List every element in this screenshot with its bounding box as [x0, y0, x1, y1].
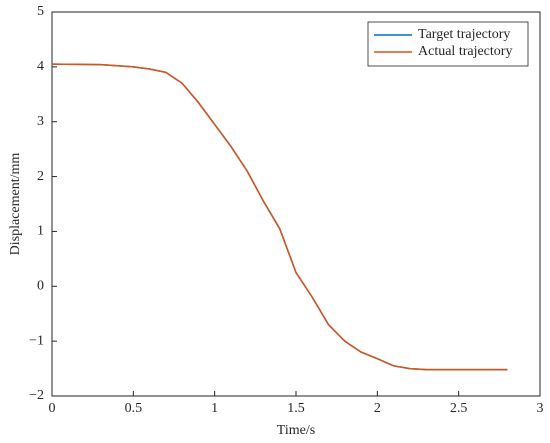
y-tick-label: −2	[29, 388, 44, 403]
y-tick-label: 1	[37, 224, 44, 239]
x-tick-label: 3	[537, 401, 544, 416]
legend-label: Actual trajectory	[418, 44, 512, 59]
y-axis-label: Displacement/mm	[8, 153, 23, 256]
y-tick-label: 4	[37, 59, 44, 74]
x-tick-label: 0	[49, 401, 56, 416]
x-tick-label: 0.5	[125, 401, 143, 416]
x-tick-label: 1	[211, 401, 218, 416]
x-tick-label: 2	[374, 401, 381, 416]
x-tick-label: 2.5	[450, 401, 468, 416]
x-tick-label: 1.5	[287, 401, 305, 416]
plot-frame	[51, 11, 541, 397]
legend-label: Target trajectory	[418, 27, 510, 42]
y-tick-label: 2	[37, 169, 44, 184]
y-tick-label: 5	[37, 4, 44, 19]
y-tick-label: 0	[37, 279, 44, 294]
y-tick-label: 3	[37, 114, 44, 129]
legend-box	[367, 21, 529, 67]
y-tick-label: −1	[29, 333, 44, 348]
data-line	[51, 63, 508, 371]
data-line	[51, 63, 508, 371]
x-axis-label: Time/s	[277, 423, 315, 438]
